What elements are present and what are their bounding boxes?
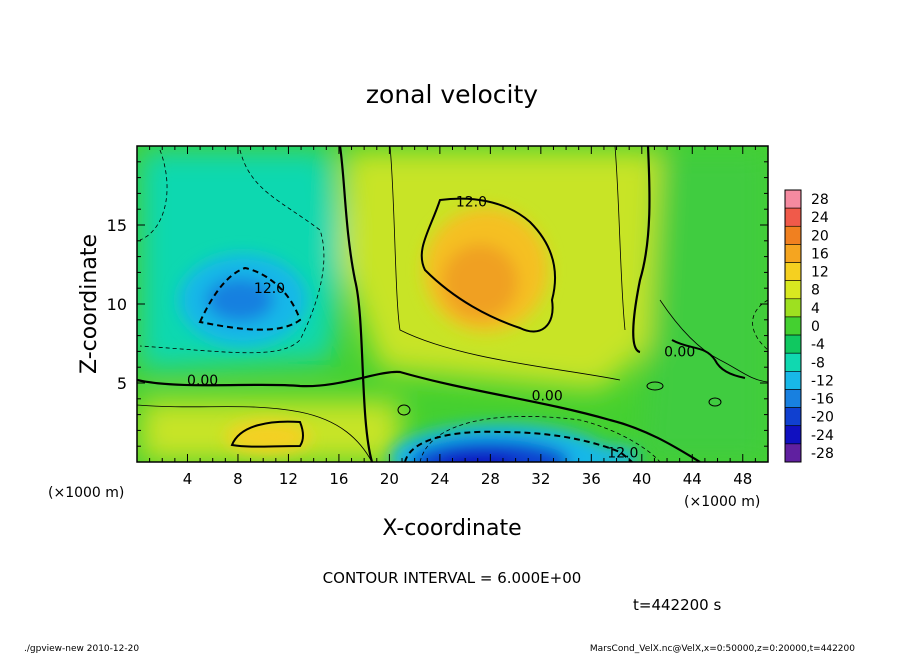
x-tick-label: 28 <box>481 470 500 488</box>
chart-title: zonal velocity <box>366 80 538 109</box>
y-tick-label: 5 <box>117 374 127 393</box>
colorbar-tick-label: 24 <box>811 210 829 226</box>
colorbar-cell <box>784 280 802 300</box>
colorbar-cell <box>784 389 802 408</box>
contour-interval: CONTOUR INTERVAL = 6.000E+00 <box>323 569 582 587</box>
colorbar-cell <box>784 352 802 372</box>
x-tick-label: 24 <box>430 470 449 488</box>
colorbar-cell <box>784 443 802 463</box>
colorbar-tick-label: 20 <box>811 228 829 244</box>
colorbar-cell <box>784 225 802 245</box>
colorbar-frame <box>784 189 802 463</box>
footer-right: MarsCond_VelX.nc@VelX,x=0:50000,z=0:2000… <box>590 644 855 654</box>
x-tick-label: 4 <box>183 470 193 488</box>
x-tick-label: 8 <box>233 470 243 488</box>
colorbar-cell <box>784 189 802 209</box>
x-tick-label: 32 <box>531 470 550 488</box>
colorbar-cell <box>784 244 802 263</box>
y-tick-label: 15 <box>107 216 127 235</box>
colorbar-tick-label: 16 <box>811 246 829 262</box>
x-unit-left: (×1000 m) <box>48 485 124 501</box>
time-label: t=442200 s <box>633 596 721 614</box>
colorbar-tick-label: -28 <box>811 446 834 462</box>
colorbar-cell <box>784 425 802 445</box>
colorbar-tick-label: 28 <box>811 192 829 208</box>
x-tick-label: 16 <box>329 470 348 488</box>
colorbar-cell <box>784 298 802 318</box>
colorbar: 28 24 20 16 12 8 4 0 -4 -8 -12 -16 -20 -24 -28 <box>784 189 834 463</box>
colorbar-tick-label: 8 <box>811 283 820 299</box>
colorbar-tick-label: -4 <box>811 337 825 353</box>
colorbar-tick-label: 12 <box>811 265 829 281</box>
contour-label: 0.00 <box>532 389 563 405</box>
heatmap-field: 12.0 12.0 0.00 0.00 12.0 0.00 <box>137 146 768 462</box>
colorbar-cell <box>784 316 802 336</box>
colorbar-tick-label: -8 <box>811 355 825 371</box>
colorbar-cell <box>784 207 802 227</box>
x-tick-label: 12 <box>279 470 298 488</box>
colorbar-tick-label: 4 <box>811 301 820 317</box>
x-axis-label: X-coordinate <box>382 516 521 541</box>
x-tick-label: 44 <box>683 470 702 488</box>
footer-left: ./gpview-new 2010-12-20 <box>24 644 139 654</box>
colorbar-cell <box>784 407 802 427</box>
y-tick-label: 10 <box>107 295 127 314</box>
x-tick-label: 20 <box>380 470 399 488</box>
colorbar-tick-label: -24 <box>811 428 834 444</box>
colorbar-cell <box>784 262 802 281</box>
colorbar-tick-label: -20 <box>811 410 834 426</box>
contour-label: 0.00 <box>187 373 218 389</box>
x-tick-label: 36 <box>582 470 601 488</box>
contour-label: 12.0 <box>456 194 487 210</box>
colorbar-tick-label: -16 <box>811 392 834 408</box>
x-tick-label: 40 <box>632 470 651 488</box>
colorbar-cell <box>784 371 802 390</box>
contour-label: 12.0 <box>254 281 285 297</box>
x-tick-label: 48 <box>733 470 752 488</box>
colorbar-tick-label: -12 <box>811 373 834 389</box>
y-axis-label: Z-coordinate <box>77 234 102 374</box>
contour-label: 12.0 <box>607 446 638 462</box>
contour-label: 0.00 <box>664 344 695 360</box>
x-unit-right: (×1000 m) <box>684 494 760 510</box>
colorbar-cell <box>784 334 802 354</box>
colorbar-tick-label: 0 <box>811 319 820 335</box>
